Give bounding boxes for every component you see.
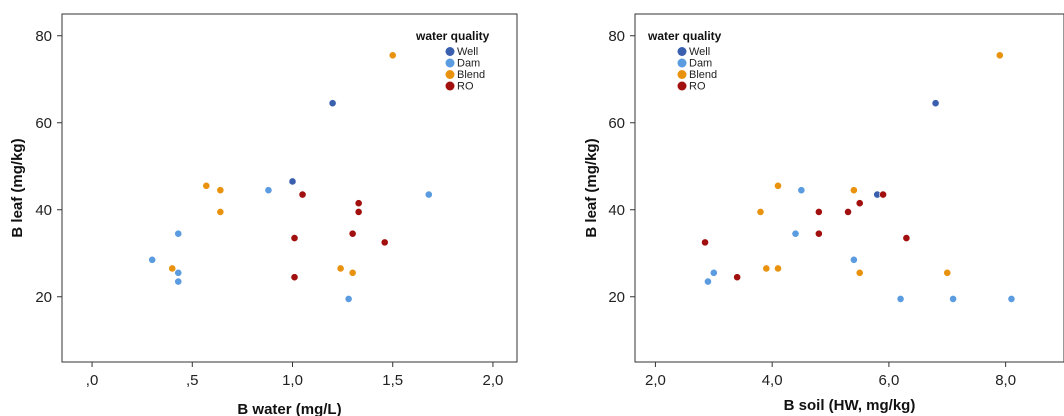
data-point-ro — [814, 229, 823, 238]
data-point-ro — [879, 190, 887, 199]
data-point-dam — [849, 255, 858, 264]
data-point-blend — [995, 51, 1004, 60]
legend-label-ro: RO — [689, 81, 706, 93]
data-point-blend — [849, 186, 858, 195]
x-tick-label: ,5 — [186, 372, 199, 389]
data-point-blend — [943, 268, 952, 277]
data-point-ro — [701, 238, 709, 247]
data-point-blend — [388, 51, 397, 60]
data-point-ro — [348, 229, 357, 238]
data-point-dam — [174, 229, 183, 238]
scatter-panel-b-soil: 20 40 60 80 2,0 4,0 6,0 8,0 B soil (HW, mg/kg) B … — [583, 13, 1064, 414]
data-point-dam — [797, 186, 806, 195]
scatter-panel-b-water: 20 40 60 80 ,0 ,5 1,0 1,5 2,0 B water (mg/L) B lea… — [9, 13, 518, 416]
x-tick-label: 2,0 — [483, 372, 504, 389]
y-axis-title: B leaf (mg/kg) — [583, 138, 600, 237]
data-point-ro — [902, 234, 911, 242]
legend-title: water quality — [415, 29, 490, 43]
y-tick-label: 60 — [35, 115, 52, 132]
data-point-dam — [264, 186, 273, 195]
legend-label-blend: Blend — [689, 69, 717, 81]
data-point-blend — [168, 264, 177, 273]
y-tick-label: 20 — [35, 289, 52, 306]
legend-marker-dam — [445, 58, 455, 68]
data-point-dam — [949, 295, 958, 303]
y-tick-label: 40 — [608, 202, 625, 219]
data-point-blend — [762, 264, 771, 273]
data-point-dam — [174, 268, 183, 277]
y-tick-label: 40 — [35, 202, 52, 219]
data-point-blend — [774, 181, 782, 190]
data-point-dam — [1007, 295, 1016, 303]
data-point-blend — [774, 264, 782, 273]
data-point-ro — [844, 208, 852, 216]
plot-area-frame — [634, 13, 1064, 363]
x-tick-label: 2,0 — [645, 372, 666, 389]
data-point-blend — [202, 181, 211, 190]
data-point-dam — [896, 295, 905, 303]
x-tick-label: 6,0 — [878, 372, 899, 389]
data-point-ro — [354, 208, 363, 216]
plot-area-frame — [61, 13, 518, 363]
y-tick-label: 80 — [35, 28, 52, 45]
data-point-ro — [290, 234, 299, 242]
legend-title: water quality — [647, 29, 722, 43]
x-tick-label: 8,0 — [995, 372, 1016, 389]
legend-marker-well — [677, 47, 687, 56]
x-tick-label: 4,0 — [762, 372, 783, 389]
data-point-dam — [704, 277, 712, 286]
legend-label-dam: Dam — [457, 58, 480, 70]
legend-label-dam: Dam — [689, 58, 712, 70]
x-axis-title: B soil (HW, mg/kg) — [784, 397, 916, 414]
legend-marker-blend — [445, 70, 455, 79]
data-point-dam — [148, 255, 157, 264]
y-axis-title: B leaf (mg/kg) — [9, 138, 26, 237]
data-point-dam — [344, 295, 353, 303]
legend-marker-well — [445, 47, 455, 56]
data-point-dam — [709, 268, 718, 277]
data-point-blend — [756, 208, 765, 216]
data-point-ro — [733, 273, 742, 282]
data-point-dam — [424, 190, 433, 199]
legend-marker-dam — [677, 58, 687, 68]
data-point-well — [288, 177, 297, 186]
legend-marker-ro — [445, 81, 455, 91]
y-tick-label: 20 — [608, 289, 625, 306]
data-point-ro — [380, 238, 389, 247]
legend-marker-ro — [677, 81, 687, 91]
x-tick-label: 1,0 — [282, 372, 303, 389]
legend-label-ro: RO — [457, 81, 474, 93]
data-point-blend — [336, 264, 345, 273]
legend-marker-blend — [677, 70, 687, 79]
data-point-dam — [174, 277, 183, 286]
data-point-ro — [814, 208, 823, 216]
data-point-ro — [290, 273, 299, 282]
legend-label-blend: Blend — [457, 69, 485, 81]
legend-label-well: Well — [457, 46, 478, 58]
data-point-blend — [855, 268, 864, 277]
data-point-blend — [348, 268, 357, 277]
data-point-ro — [354, 199, 363, 208]
x-tick-label: 1,5 — [382, 372, 403, 389]
data-point-ro — [855, 199, 864, 208]
data-point-well — [328, 99, 337, 108]
data-point-ro — [298, 190, 307, 199]
data-point-well — [931, 99, 940, 108]
legend-label-well: Well — [689, 46, 710, 58]
x-tick-label: ,0 — [86, 372, 99, 389]
x-axis-title: B water (mg/L) — [237, 401, 341, 416]
data-point-blend — [216, 208, 225, 216]
data-point-blend — [216, 186, 225, 195]
y-tick-label: 60 — [608, 115, 625, 132]
y-tick-label: 80 — [608, 28, 625, 45]
data-point-dam — [791, 229, 800, 238]
